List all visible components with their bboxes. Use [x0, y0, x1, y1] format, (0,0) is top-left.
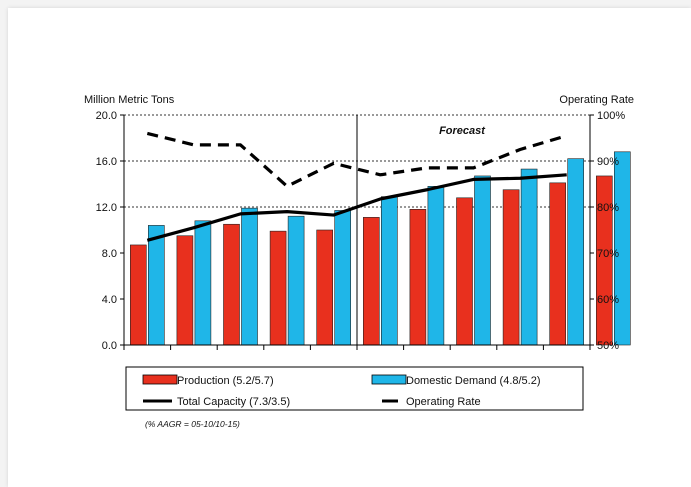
demand-bar — [380, 196, 398, 346]
production-bar — [502, 189, 520, 346]
production-bar — [130, 244, 147, 346]
production-bar — [456, 197, 473, 346]
production-bar — [316, 229, 334, 346]
bars-layer — [130, 151, 631, 346]
left-tick-label: 4.0 — [102, 294, 117, 306]
left-tick-label: 16.0 — [96, 156, 117, 168]
production-bar — [176, 235, 194, 346]
right-tick-label: 70% — [597, 248, 619, 260]
legend-label-demand: Domestic Demand (4.8/5.2) — [406, 375, 541, 387]
right-tick-label: 50% — [597, 340, 619, 352]
legend-label-capacity: Total Capacity (7.3/3.5) — [177, 396, 290, 408]
demand-bar — [567, 158, 585, 346]
demand-bar — [520, 168, 538, 346]
right-axis-title: Operating Rate — [559, 94, 634, 106]
production-bar — [409, 209, 427, 346]
demand-bar — [148, 225, 165, 346]
forecast-label: Forecast — [439, 125, 486, 137]
left-tick-label: 12.0 — [96, 202, 117, 214]
left-tick-label: 0.0 — [102, 340, 117, 352]
demand-bar — [241, 207, 258, 346]
production-bar — [223, 223, 240, 346]
production-bar — [549, 182, 567, 346]
left-tick-label: 20.0 — [96, 110, 117, 122]
legend-swatch-demand — [371, 374, 407, 385]
right-tick-label: 100% — [597, 110, 625, 122]
demand-bar — [194, 220, 212, 346]
aagr-note: (% AAGR = 05-10/10-15) — [145, 419, 240, 429]
axes-layer: 0.0 4.0 8.0 12.0 16.0 20.0 50% 60% 70% 80% 90% 100% — [96, 110, 626, 352]
demand-bar — [427, 186, 445, 346]
demand-bar — [287, 215, 305, 346]
right-tick-label: 60% — [597, 294, 619, 306]
legend: Production (5.2/5.7) Domestic Demand (4.… — [125, 366, 584, 411]
demand-bar — [334, 210, 352, 346]
left-axis-title: Million Metric Tons — [84, 94, 175, 106]
production-bar — [269, 230, 287, 346]
right-tick-label: 90% — [597, 156, 619, 168]
legend-label-production: Production (5.2/5.7) — [177, 375, 274, 387]
left-tick-label: 8.0 — [102, 248, 117, 260]
demand-bar — [474, 175, 491, 346]
right-tick-label: 80% — [597, 202, 619, 214]
legend-swatch-production — [142, 374, 178, 385]
legend-label-operating: Operating Rate — [406, 396, 481, 408]
production-bar — [362, 217, 380, 346]
production-bar — [595, 175, 613, 346]
demand-bar — [613, 151, 631, 346]
legend-box — [125, 366, 584, 411]
